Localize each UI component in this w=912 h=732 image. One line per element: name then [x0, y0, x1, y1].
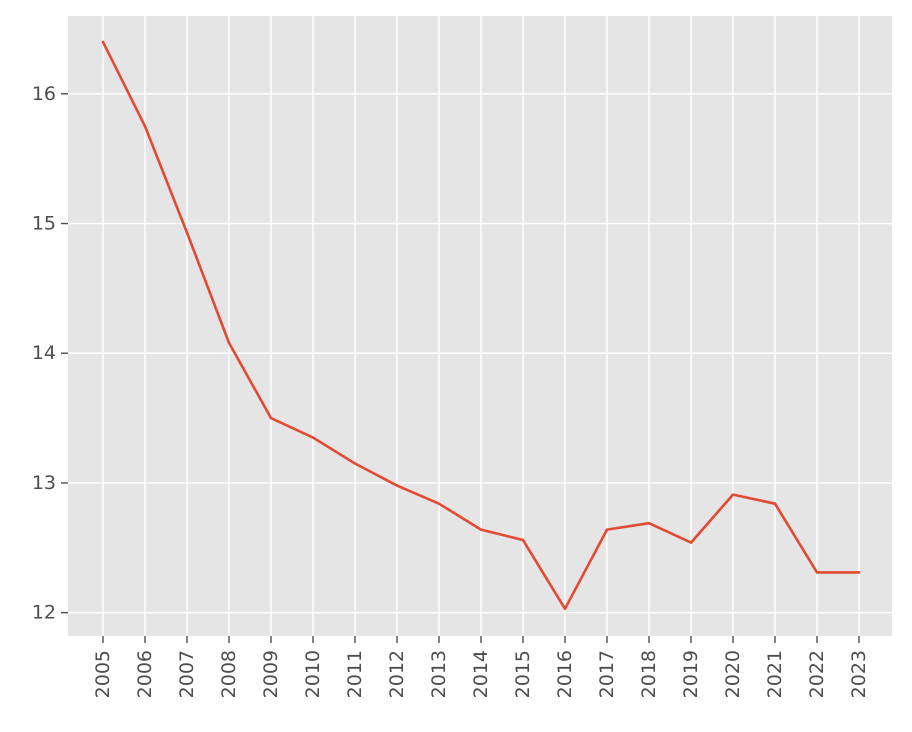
data-point [563, 607, 567, 610]
y-tick-label: 12 [32, 602, 56, 624]
data-point [143, 125, 147, 128]
data-point [857, 571, 861, 574]
data-point [185, 231, 189, 234]
x-tick-label: 2005 [92, 650, 114, 698]
x-tick-label: 2012 [386, 650, 408, 698]
x-tick-label: 2021 [764, 650, 786, 698]
x-tick-label: 2011 [344, 650, 366, 698]
data-point [647, 521, 651, 525]
data-point [773, 502, 777, 505]
x-tick-label: 2010 [302, 650, 324, 698]
plot-background [68, 16, 892, 636]
x-tick-label: 2022 [806, 650, 828, 698]
data-point [269, 416, 273, 420]
grid-lines [68, 16, 892, 636]
x-tick-label: 2015 [512, 650, 534, 698]
x-tick-label: 2023 [848, 650, 870, 698]
data-point [689, 541, 693, 544]
x-tick-label: 2019 [680, 650, 702, 698]
data-point [395, 484, 399, 487]
data-point [521, 538, 525, 542]
x-tick-label: 2016 [554, 650, 576, 698]
data-point [311, 436, 315, 439]
x-tick-label: 2018 [638, 650, 660, 698]
y-tick-label: 16 [32, 83, 56, 105]
x-tick-label: 2009 [260, 650, 282, 698]
x-tick-label: 2014 [470, 650, 492, 698]
x-tick-label: 2013 [428, 650, 450, 698]
data-point [815, 571, 819, 574]
data-point [605, 528, 609, 531]
data-point [437, 502, 441, 505]
data-point [227, 341, 231, 345]
x-tick-label: 2006 [134, 650, 156, 698]
x-tick-label: 2008 [218, 650, 240, 698]
x-tick-label: 2007 [176, 650, 198, 698]
y-tick-label: 14 [32, 342, 56, 364]
data-point [731, 493, 735, 496]
data-point [353, 462, 357, 465]
x-tick-label: 2020 [722, 650, 744, 698]
axis-ticks: 2005 2006 2007 2008 2009 2010 2011 2012 2013 2014… [32, 83, 870, 699]
data-point [101, 40, 105, 44]
y-tick-label: 15 [32, 213, 56, 235]
data-point [479, 528, 483, 531]
series-layer [101, 40, 861, 611]
x-tick-label: 2017 [596, 650, 618, 698]
y-tick-label: 13 [32, 472, 56, 494]
